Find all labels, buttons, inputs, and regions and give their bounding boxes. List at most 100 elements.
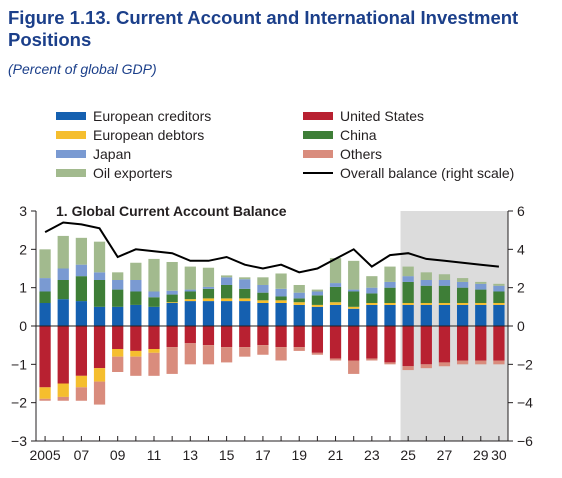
bar-european-debtors-2014 [202, 298, 215, 302]
bar-japan-2016 [239, 279, 251, 289]
bar-united-states-2020 [311, 326, 324, 353]
bar-oil-exporters-2016 [239, 277, 251, 280]
bar-european-creditors-2006 [57, 299, 69, 326]
bar-others-2024 [384, 362, 396, 365]
bar-others-2015 [220, 347, 233, 363]
left-tick-label: 0 [19, 318, 27, 334]
bar-others-2009 [112, 356, 124, 372]
bar-japan-2028 [456, 281, 469, 288]
bar-china-2011 [148, 297, 160, 307]
bar-oil-exporters-2005 [39, 249, 51, 279]
x-axis-tick-labels: 2005 07 09 11 13 15 17 19 21 23 25 27 29 30 [29, 447, 506, 463]
bar-china-2025 [402, 281, 414, 303]
bar-china-2019 [293, 298, 305, 303]
bar-japan-2022 [348, 289, 360, 292]
bar-european-debtors-2013 [184, 299, 196, 302]
bar-european-creditors-2010 [130, 304, 142, 326]
right-tick-label: 4 [517, 241, 525, 257]
overall-balance-line [44, 221, 500, 274]
bar-united-states-2029 [475, 326, 487, 361]
bar-japan-2011 [148, 291, 160, 298]
bar-united-states-2011 [148, 326, 160, 349]
bar-european-creditors-2018 [275, 303, 287, 326]
bar-european-creditors-2027 [438, 304, 451, 326]
bar-others-2030 [493, 360, 505, 365]
left-axis-tick-labels: −3 −2 −1 0 1 2 3 [11, 203, 27, 449]
bar-european-creditors-2015 [220, 301, 233, 326]
right-tick-label: −4 [517, 395, 533, 411]
bar-china-2028 [456, 287, 469, 303]
bar-others-2027 [438, 362, 451, 367]
bar-oil-exporters-2013 [184, 266, 196, 290]
bar-european-debtors-2007 [75, 375, 88, 388]
left-tick-label: −2 [11, 395, 27, 411]
bar-united-states-2024 [384, 326, 396, 363]
bar-european-creditors-2013 [184, 301, 196, 326]
x-tick-label: 15 [219, 447, 235, 463]
bar-european-debtors-2024 [384, 303, 396, 305]
right-tick-label: 2 [517, 280, 525, 296]
bar-united-states-2013 [184, 326, 196, 344]
bar-european-debtors-2025 [402, 303, 414, 305]
bar-united-states-2014 [202, 326, 215, 346]
bar-european-debtors-2026 [420, 303, 432, 305]
right-tick-label: 6 [517, 203, 525, 219]
bar-others-2013 [184, 343, 196, 365]
left-tick-label: 3 [19, 203, 27, 219]
bar-china-2024 [384, 287, 396, 303]
bar-china-2016 [239, 288, 251, 299]
bar-china-2017 [257, 292, 269, 301]
bar-european-creditors-2024 [384, 304, 396, 326]
bar-oil-exporters-2029 [475, 281, 487, 284]
bar-oil-exporters-2023 [366, 276, 378, 288]
bar-oil-exporters-2006 [57, 235, 69, 269]
bar-china-2013 [184, 291, 196, 300]
right-tick-label: 0 [517, 318, 525, 334]
bar-japan-2030 [493, 285, 505, 292]
x-tick-label: 27 [437, 447, 453, 463]
bar-others-2019 [293, 347, 305, 351]
bar-oil-exporters-2014 [202, 267, 215, 287]
bar-japan-2005 [39, 278, 51, 292]
bar-european-debtors-2009 [112, 349, 124, 357]
bar-european-debtors-2020 [311, 304, 324, 307]
bar-oil-exporters-2024 [384, 266, 396, 282]
bar-united-states-2022 [348, 326, 360, 361]
bar-china-2014 [202, 288, 215, 299]
bar-european-creditors-2008 [93, 306, 106, 326]
bar-others-2007 [75, 387, 88, 401]
bar-china-2027 [438, 285, 451, 303]
bar-japan-2017 [257, 284, 269, 293]
x-tick-label: 23 [364, 447, 380, 463]
bar-china-2008 [93, 280, 106, 307]
bar-united-states-2005 [39, 326, 51, 388]
x-tick-label: 17 [255, 447, 271, 463]
bar-china-2007 [75, 276, 88, 302]
bar-oil-exporters-2007 [75, 237, 88, 265]
bar-united-states-2009 [112, 326, 124, 349]
bar-japan-2026 [420, 280, 432, 286]
bar-united-states-2016 [239, 326, 251, 348]
bar-united-states-2012 [166, 326, 178, 348]
bar-china-2029 [475, 289, 487, 303]
bar-united-states-2006 [57, 326, 69, 384]
bar-european-creditors-2021 [329, 304, 342, 326]
bar-oil-exporters-2020 [311, 289, 324, 292]
bar-china-2022 [348, 291, 360, 307]
bar-japan-2023 [366, 287, 378, 294]
bar-japan-2013 [184, 289, 196, 292]
left-tick-label: 2 [19, 241, 27, 257]
bar-japan-2014 [202, 286, 215, 289]
figure-subtitle: (Percent of global GDP) [8, 61, 157, 77]
bar-european-creditors-2012 [166, 303, 178, 326]
right-tick-label: −2 [517, 356, 533, 372]
bar-united-states-2026 [420, 326, 432, 365]
bar-china-2026 [420, 285, 432, 303]
right-axis-tick-labels: −6 −4 −2 0 2 4 6 [517, 203, 533, 449]
bar-european-creditors-2011 [148, 306, 160, 326]
right-tick-label: −6 [517, 433, 533, 449]
bar-european-debtors-2029 [475, 303, 487, 305]
bar-layer [39, 235, 505, 405]
bar-european-creditors-2017 [257, 303, 269, 326]
